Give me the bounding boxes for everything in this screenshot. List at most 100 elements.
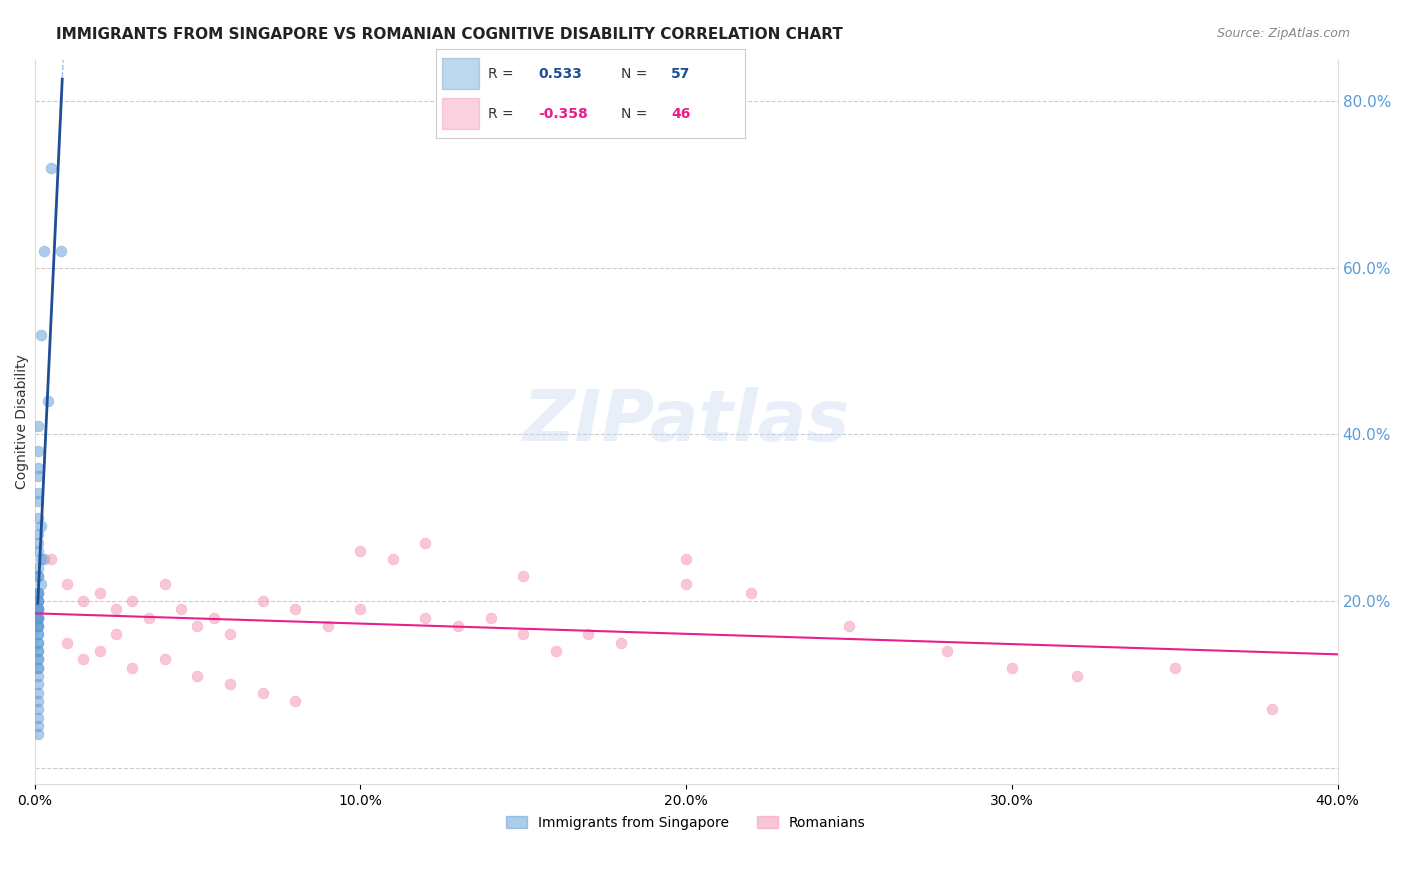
Point xyxy=(27,661,49,675)
Point xyxy=(170,602,193,616)
Text: Source: ZipAtlas.com: Source: ZipAtlas.com xyxy=(1216,27,1350,40)
Point xyxy=(610,636,633,650)
Point xyxy=(1261,702,1284,716)
Text: R =: R = xyxy=(488,67,515,80)
Point xyxy=(675,577,697,591)
Point xyxy=(56,636,79,650)
Point xyxy=(27,494,49,508)
Text: ZIPatlas: ZIPatlas xyxy=(523,387,849,457)
Point xyxy=(72,594,94,608)
Point xyxy=(27,544,49,558)
Point xyxy=(27,586,49,600)
Point xyxy=(27,602,49,616)
Point xyxy=(252,686,274,700)
Point xyxy=(1164,661,1187,675)
Point xyxy=(27,611,49,625)
Bar xyxy=(441,58,479,89)
Point xyxy=(27,594,49,608)
Point xyxy=(27,661,49,675)
Point xyxy=(34,552,56,566)
Point xyxy=(49,244,72,259)
Point xyxy=(138,611,160,625)
Point xyxy=(415,611,437,625)
Point xyxy=(219,677,242,691)
Point xyxy=(838,619,860,633)
Point xyxy=(219,627,242,641)
Point xyxy=(27,586,49,600)
Point xyxy=(27,485,49,500)
Point xyxy=(27,636,49,650)
Point xyxy=(27,611,49,625)
Point xyxy=(284,694,307,708)
Point xyxy=(186,669,208,683)
Point xyxy=(153,577,176,591)
Point xyxy=(186,619,208,633)
Point xyxy=(27,469,49,483)
Point xyxy=(27,677,49,691)
Point xyxy=(27,727,49,741)
Point xyxy=(27,652,49,666)
Point xyxy=(512,627,534,641)
Point xyxy=(27,644,49,658)
Text: -0.358: -0.358 xyxy=(538,107,588,120)
Point xyxy=(544,644,567,658)
Point xyxy=(39,161,62,175)
Point xyxy=(202,611,225,625)
Text: 57: 57 xyxy=(671,67,690,80)
Point xyxy=(27,636,49,650)
Legend: Immigrants from Singapore, Romanians: Immigrants from Singapore, Romanians xyxy=(501,810,872,836)
Point xyxy=(89,586,111,600)
Point xyxy=(935,644,957,658)
Point xyxy=(27,719,49,733)
Point xyxy=(30,327,52,342)
Text: IMMIGRANTS FROM SINGAPORE VS ROMANIAN COGNITIVE DISABILITY CORRELATION CHART: IMMIGRANTS FROM SINGAPORE VS ROMANIAN CO… xyxy=(56,27,844,42)
Point xyxy=(27,444,49,458)
Point xyxy=(27,611,49,625)
Point xyxy=(415,536,437,550)
Point xyxy=(27,460,49,475)
Text: N =: N = xyxy=(621,67,648,80)
Point xyxy=(121,594,143,608)
Point xyxy=(27,644,49,658)
Point xyxy=(27,602,49,616)
Point xyxy=(381,552,404,566)
Point xyxy=(37,394,59,409)
Point xyxy=(27,569,49,583)
Point xyxy=(479,611,502,625)
Point xyxy=(153,652,176,666)
Point xyxy=(27,527,49,541)
Point xyxy=(27,619,49,633)
Point xyxy=(27,594,49,608)
Point xyxy=(56,577,79,591)
Point xyxy=(27,561,49,575)
Point xyxy=(39,552,62,566)
Point xyxy=(89,644,111,658)
Point xyxy=(1001,661,1024,675)
Point xyxy=(27,419,49,434)
Point xyxy=(34,244,56,259)
Point xyxy=(27,669,49,683)
Text: 46: 46 xyxy=(671,107,690,120)
Point xyxy=(27,536,49,550)
Point xyxy=(740,586,762,600)
Point xyxy=(27,510,49,524)
Point xyxy=(27,627,49,641)
Point xyxy=(675,552,697,566)
Y-axis label: Cognitive Disability: Cognitive Disability xyxy=(15,354,30,490)
Point xyxy=(27,711,49,725)
Point xyxy=(349,544,371,558)
Point xyxy=(27,652,49,666)
Point xyxy=(27,619,49,633)
Point xyxy=(1066,669,1088,683)
Point xyxy=(284,602,307,616)
Point xyxy=(30,577,52,591)
Point xyxy=(121,661,143,675)
Point xyxy=(30,552,52,566)
Point xyxy=(105,627,128,641)
Bar xyxy=(441,98,479,129)
Point xyxy=(576,627,599,641)
Text: 0.533: 0.533 xyxy=(538,67,582,80)
Point xyxy=(447,619,470,633)
Point xyxy=(27,619,49,633)
Point xyxy=(349,602,371,616)
